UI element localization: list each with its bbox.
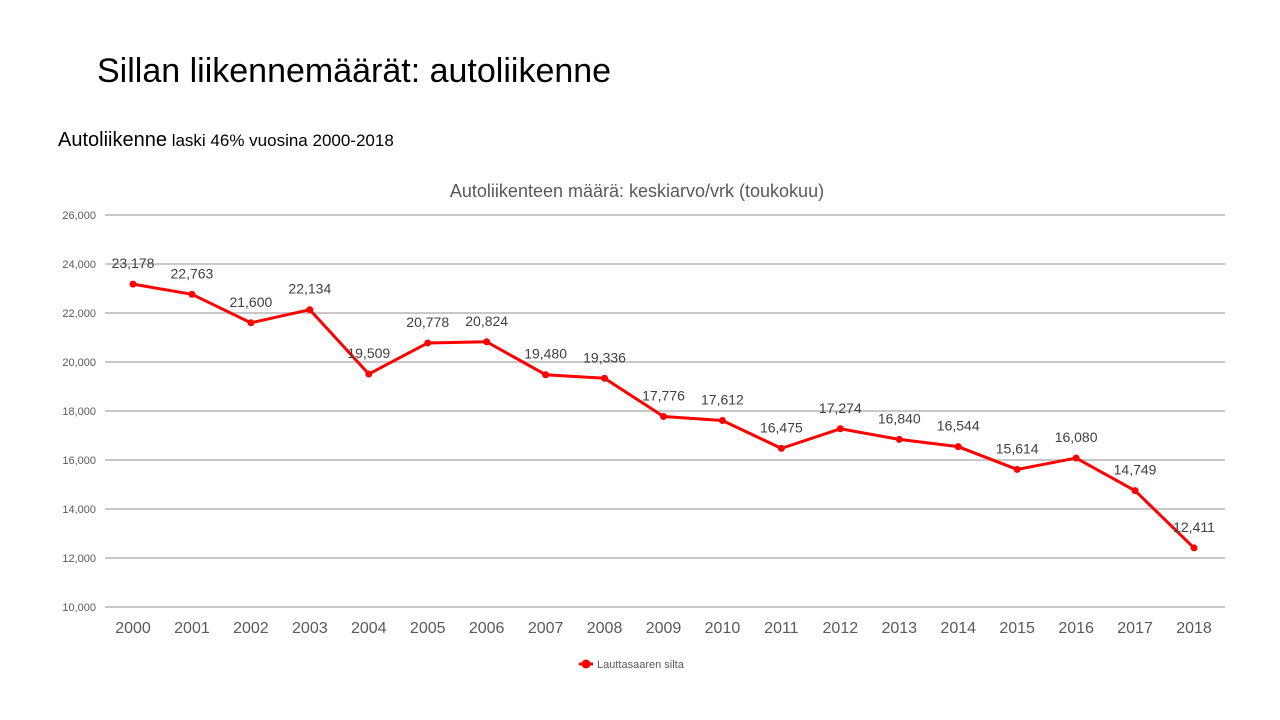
x-tick-label: 2003 xyxy=(292,620,328,637)
data-point xyxy=(895,435,903,443)
data-label: 15,614 xyxy=(996,440,1039,456)
slide-title: Sillan liikennemäärät: autoliikenne xyxy=(97,52,612,90)
x-tick-label: 2004 xyxy=(351,620,387,637)
data-point xyxy=(542,371,550,379)
x-tick-label: 2007 xyxy=(528,620,564,637)
data-label: 19,336 xyxy=(583,349,626,365)
data-label: 22,134 xyxy=(288,281,331,297)
data-label: 19,509 xyxy=(347,345,390,361)
data-point xyxy=(1072,454,1080,462)
x-tick-label: 2011 xyxy=(764,620,799,637)
data-point xyxy=(660,412,667,420)
x-tick-label: 2005 xyxy=(410,620,446,637)
data-point xyxy=(424,339,432,347)
data-label: 23,178 xyxy=(112,255,155,271)
y-tick-label: 18,000 xyxy=(62,406,96,418)
x-tick-label: 2016 xyxy=(1058,620,1094,637)
y-tick-label: 12,000 xyxy=(62,553,96,565)
subtitle-rest: laski 46% vuosina 2000-2018 xyxy=(166,131,394,150)
data-point xyxy=(1190,544,1198,552)
data-label: 20,778 xyxy=(406,314,449,330)
data-label: 14,749 xyxy=(1114,462,1157,478)
slide-subtitle: Autoliikenne laski 46% vuosina 2000-2018 xyxy=(58,129,394,152)
y-tick-label: 26,000 xyxy=(62,210,96,222)
data-label: 17,612 xyxy=(701,392,744,408)
x-tick-label: 2008 xyxy=(587,620,623,637)
data-label: 16,544 xyxy=(937,418,980,434)
data-point xyxy=(247,319,255,327)
data-point xyxy=(365,370,373,378)
data-point xyxy=(718,417,726,425)
y-tick-label: 24,000 xyxy=(62,259,96,271)
y-tick-label: 16,000 xyxy=(62,455,96,467)
data-label: 17,274 xyxy=(819,400,862,416)
y-tick-label: 20,000 xyxy=(62,357,96,369)
chart-title: Autoliikenteen määrä: keskiarvo/vrk (tou… xyxy=(450,181,824,201)
data-point xyxy=(1131,487,1139,495)
data-label: 19,480 xyxy=(524,346,567,362)
y-tick-label: 14,000 xyxy=(62,504,96,516)
y-tick-label: 10,000 xyxy=(62,602,96,614)
x-tick-label: 2013 xyxy=(881,620,917,637)
x-tick-label: 2006 xyxy=(469,620,505,637)
data-point xyxy=(954,443,962,451)
x-tick-label: 2014 xyxy=(940,620,976,637)
subtitle-main: Autoliikenne xyxy=(58,129,167,151)
data-label: 17,776 xyxy=(642,387,685,403)
data-label: 21,600 xyxy=(229,294,272,310)
x-tick-label: 2012 xyxy=(823,620,859,637)
data-label: 16,475 xyxy=(760,419,803,435)
data-label: 16,840 xyxy=(878,410,921,426)
data-point xyxy=(306,306,314,314)
x-tick-label: 2017 xyxy=(1117,620,1153,637)
x-tick-label: 2009 xyxy=(646,620,682,637)
data-point xyxy=(601,374,609,382)
data-label: 20,824 xyxy=(465,313,508,329)
data-label: 12,411 xyxy=(1173,519,1215,535)
data-label: 22,763 xyxy=(171,265,214,281)
data-label: 16,080 xyxy=(1055,429,1098,445)
x-tick-label: 2000 xyxy=(115,620,151,637)
data-point xyxy=(129,280,137,288)
x-tick-label: 2002 xyxy=(233,620,269,637)
x-tick-label: 2010 xyxy=(705,620,741,637)
legend-label: Lauttasaaren silta xyxy=(597,659,685,671)
data-point xyxy=(483,338,491,346)
data-point xyxy=(188,290,196,298)
x-tick-label: 2001 xyxy=(174,620,210,637)
x-tick-label: 2015 xyxy=(999,620,1035,637)
data-point xyxy=(1013,465,1021,473)
data-point xyxy=(777,444,785,452)
y-tick-label: 22,000 xyxy=(62,308,96,320)
data-point xyxy=(836,425,844,433)
x-tick-label: 2018 xyxy=(1176,620,1212,637)
